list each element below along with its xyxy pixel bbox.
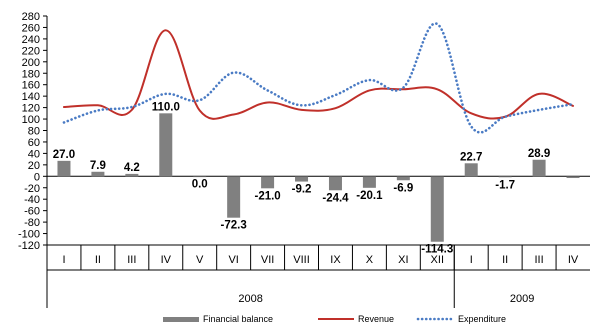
y-tick-label: 20 (28, 160, 40, 172)
y-tick-label: 140 (22, 91, 40, 103)
legend-swatch (163, 317, 199, 322)
bar (91, 171, 105, 177)
legend-label: Financial balance (203, 314, 273, 324)
data-label: 110.0 (152, 101, 180, 113)
y-tick-label: 40 (28, 148, 40, 160)
y-tick-label: -40 (24, 194, 40, 206)
y-tick-label: 0 (34, 171, 40, 183)
bar (295, 176, 309, 182)
data-label: -6.9 (393, 182, 413, 194)
bar (362, 176, 376, 188)
data-label: -114.3 (421, 244, 453, 256)
y-tick-label: -120 (18, 240, 40, 252)
y-tick-label: 80 (28, 126, 40, 138)
x-tick-label: IX (330, 254, 341, 266)
x-tick-label: VI (228, 254, 238, 266)
y-tick-label: 260 (22, 22, 40, 34)
x-tick-label: II (95, 254, 101, 266)
bar (430, 176, 444, 242)
legend-label: Revenue (358, 314, 394, 324)
x-tick-label: I (62, 254, 65, 266)
x-tick-label: VII (261, 254, 274, 266)
x-tick-label: X (366, 254, 374, 266)
legend-item-expenditure: Expenditure (416, 314, 506, 324)
x-tick-label: IV (568, 254, 579, 266)
x-tick-label: IV (161, 254, 172, 266)
y-tick-label: 180 (22, 68, 40, 80)
x-tick-label: I (470, 254, 473, 266)
x-tick-label: XII (431, 254, 444, 266)
bar (227, 176, 241, 218)
y-tick-label: -20 (24, 183, 40, 195)
y-tick-label: 120 (22, 103, 40, 115)
data-label: -72.3 (221, 220, 247, 232)
year-label: 2008 (238, 293, 262, 305)
legend-label: Expenditure (458, 314, 506, 324)
x-tick-label: II (502, 254, 508, 266)
data-label: 4.2 (124, 162, 140, 174)
bar (328, 176, 342, 191)
bar (261, 176, 275, 189)
y-tick-label: 240 (22, 34, 40, 46)
data-label: -1.7 (495, 179, 515, 191)
bar (396, 176, 410, 181)
data-label: 28.9 (528, 148, 550, 160)
y-tick-label: 160 (22, 80, 40, 92)
x-tick-label: VIII (293, 254, 310, 266)
bar (566, 176, 580, 179)
data-label: -24.4 (322, 192, 349, 204)
y-tick-label: -100 (18, 229, 40, 241)
y-tick-label: -60 (24, 206, 40, 218)
data-label: 0.0 (192, 178, 208, 190)
y-tick-label: 60 (28, 137, 40, 149)
data-label: 22.7 (460, 151, 482, 163)
bar (125, 173, 139, 177)
data-label: -20.1 (356, 190, 383, 202)
bar (464, 163, 478, 177)
legend-item-revenue: Revenue (318, 314, 394, 324)
x-tick-label: XI (398, 254, 408, 266)
data-label: 27.0 (53, 149, 75, 161)
x-tick-label: III (535, 254, 544, 266)
y-tick-label: 280 (22, 11, 40, 23)
y-tick-label: 100 (22, 114, 40, 126)
data-label: -9.2 (292, 184, 312, 196)
data-label: 7.9 (90, 160, 106, 172)
x-tick-label: III (127, 254, 136, 266)
x-tick-label: V (196, 254, 204, 266)
bar (498, 176, 512, 178)
y-tick-label: 200 (22, 57, 40, 69)
bar (532, 159, 546, 177)
legend-item-financial-balance: Financial balance (163, 314, 273, 324)
y-tick-label: -80 (24, 217, 40, 229)
y-tick-label: 220 (22, 45, 40, 57)
series-line-expenditure (62, 22, 575, 134)
bar (159, 113, 173, 177)
data-label: -21.0 (254, 190, 280, 202)
year-label: 2009 (510, 293, 534, 305)
series-line-revenue (62, 29, 575, 120)
bar (193, 176, 207, 178)
bar (57, 160, 71, 177)
